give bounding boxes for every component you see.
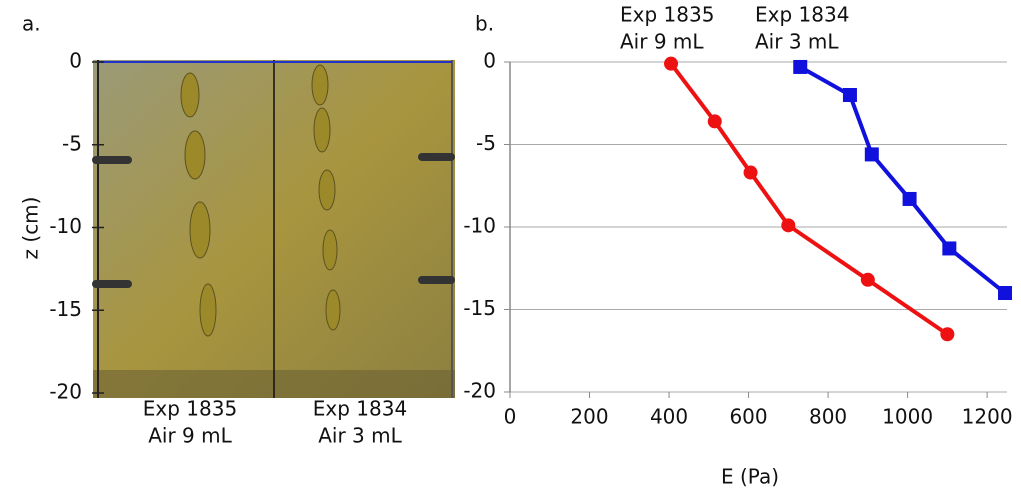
x-tick-label: 1200 <box>962 405 1013 429</box>
y-tick-label: -10 <box>49 214 82 238</box>
marker <box>942 241 957 256</box>
marker <box>743 165 758 180</box>
marker <box>864 147 879 162</box>
x-tick-label: 600 <box>729 405 767 429</box>
panel-label: a. <box>22 12 41 36</box>
legend-note: Air 9 mL <box>620 30 704 54</box>
y-tick-label: -5 <box>62 131 82 155</box>
legend-label: Exp 1835 <box>620 3 714 27</box>
y-tick-label: -5 <box>476 131 496 155</box>
marker <box>842 88 857 102</box>
caption: Air 3 mL <box>318 424 402 448</box>
x-tick-label: 0 <box>504 405 517 429</box>
marker <box>707 114 722 129</box>
y-tick-label: -20 <box>49 380 82 404</box>
x-tick-label: 400 <box>650 405 688 429</box>
marker <box>902 191 917 206</box>
y-tick-label: -15 <box>49 297 82 321</box>
y-tick-label: 0 <box>483 49 496 73</box>
photo <box>92 60 455 398</box>
marker <box>781 218 796 233</box>
legend-label: Exp 1834 <box>755 3 849 27</box>
y-tick-label: 0 <box>69 49 82 73</box>
marker <box>793 59 808 74</box>
y-axis-label: z (cm) <box>19 197 43 260</box>
series-line <box>799 65 1007 295</box>
caption: Exp 1834 <box>313 397 407 421</box>
y-tick-label: -10 <box>463 214 496 238</box>
marker <box>940 327 955 342</box>
x-tick-label: 800 <box>809 405 847 429</box>
marker <box>998 286 1013 300</box>
y-tick-label: -15 <box>463 296 496 320</box>
caption: Air 9 mL <box>148 424 232 448</box>
caption: Exp 1835 <box>143 397 237 421</box>
panel-label: b. <box>475 12 494 36</box>
x-tick-label: 200 <box>570 405 608 429</box>
marker <box>664 56 679 71</box>
legend-note: Air 3 mL <box>755 30 839 54</box>
x-tick-label: 1000 <box>882 405 933 429</box>
series-line <box>669 62 949 336</box>
marker <box>860 272 875 287</box>
x-axis-label: E (Pa) <box>721 465 779 489</box>
y-tick-label: -20 <box>463 379 496 403</box>
